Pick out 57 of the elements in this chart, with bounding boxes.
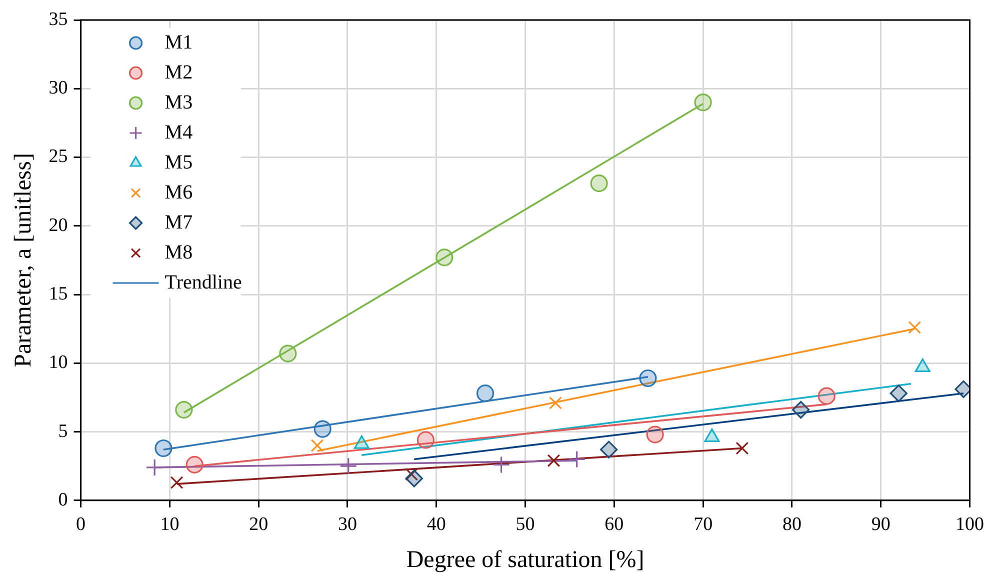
point [547,454,560,468]
x-tick-label: 20 [249,514,268,535]
point [154,439,172,458]
legend-label: M6 [164,181,193,204]
point [694,94,712,112]
point [908,321,922,334]
x-tick-label: 70 [694,514,713,535]
y-tick-label: 35 [48,8,68,30]
y-tick-label: 5 [58,420,68,442]
point [792,401,810,419]
y-tick-label: 0 [58,489,68,510]
point [476,384,494,402]
point [568,450,586,468]
point [310,439,324,452]
point [492,456,510,474]
x-tick-label: 100 [956,514,984,535]
point [818,387,836,405]
point [600,440,618,458]
x-tick-label: 0 [76,514,86,535]
point [549,396,562,410]
point [639,369,657,388]
legend-label: M7 [164,211,193,234]
point [186,456,204,474]
y-tick-label: 15 [48,284,68,304]
legend-label: M8 [164,241,193,264]
x-tick-label: 80 [782,514,802,535]
x-tick-label: 10 [160,514,180,535]
y-tick-label: 10 [48,352,68,374]
y-tick-label: 25 [48,146,68,168]
x-tick-label: 30 [338,514,357,535]
point [279,344,297,362]
x-axis-title: Degree of saturation [%] [406,546,644,573]
point [436,248,454,266]
x-tick-label: 90 [871,514,890,535]
point [146,458,164,476]
legend-label: M3 [164,91,193,114]
legend-label: M4 [164,121,193,144]
y-tick-label: 20 [48,214,68,236]
legend-label: M1 [164,31,193,54]
point [340,457,358,475]
point [736,442,749,455]
point [405,470,423,488]
x-tick-label: 60 [604,514,624,535]
y-tick-label: 30 [48,78,68,99]
legend-label: M5 [164,151,193,174]
point [590,174,608,192]
legend-label: Trendline [164,271,242,294]
point [646,426,664,444]
legend-label: M2 [164,61,193,84]
point [416,431,435,449]
point [170,476,184,490]
point [175,401,193,419]
y-axis-title: Parameter, a [unitless] [10,153,37,368]
x-tick-label: 50 [516,514,535,535]
x-tick-label: 40 [426,514,446,535]
point [314,420,332,438]
point [890,384,908,402]
